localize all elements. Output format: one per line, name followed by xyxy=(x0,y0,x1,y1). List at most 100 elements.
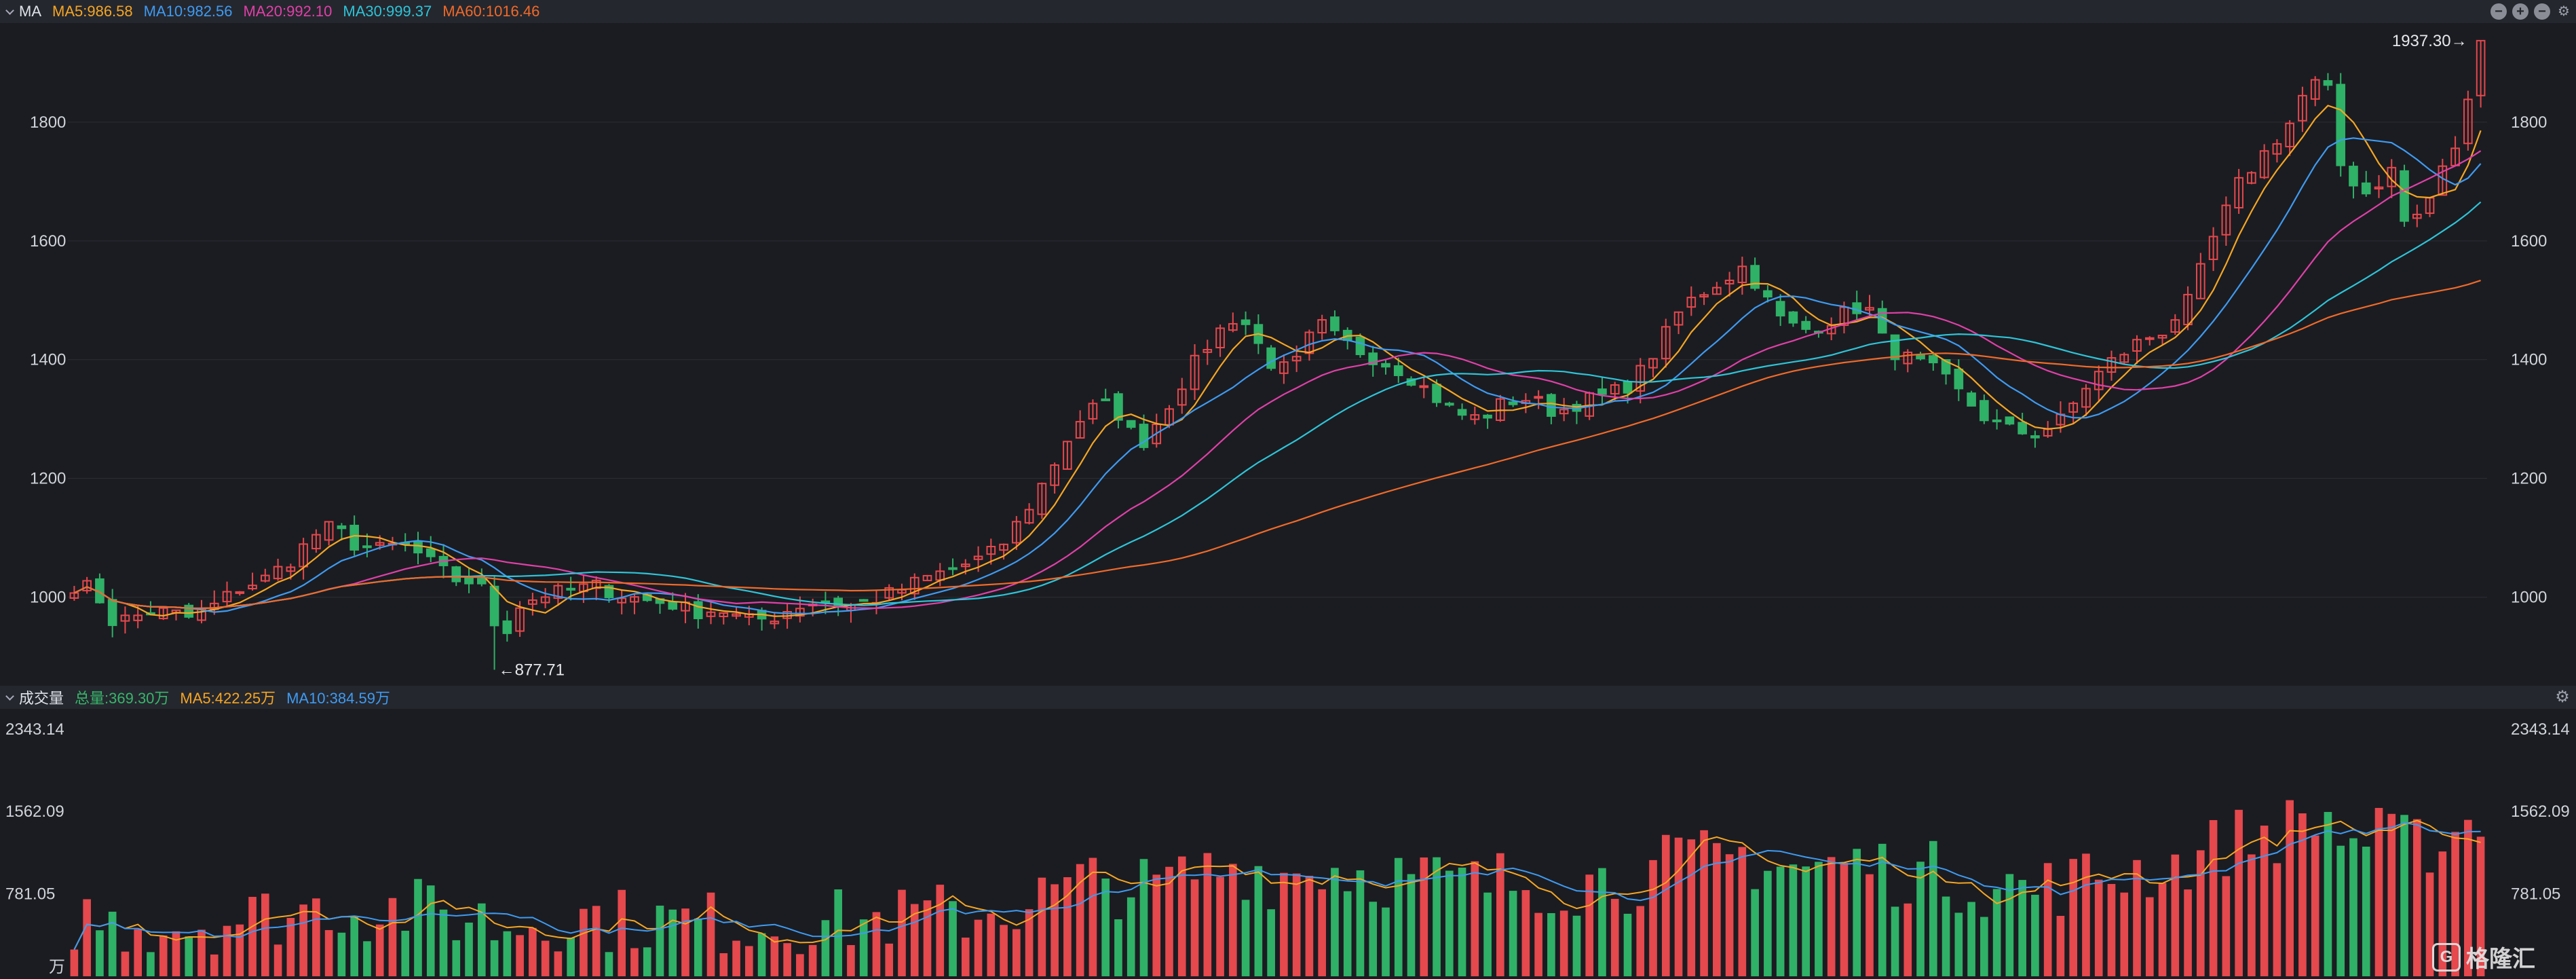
volume-bar xyxy=(1509,891,1517,976)
candle-body xyxy=(2259,150,2269,179)
candle-body xyxy=(960,564,970,568)
gear-icon[interactable]: ⚙ xyxy=(2555,688,2570,706)
volume-bar xyxy=(2451,832,2459,976)
candle-body xyxy=(2170,319,2180,333)
volume-bar xyxy=(1280,872,1288,976)
gear-icon[interactable]: ⚙ xyxy=(2558,4,2570,19)
volume-bar xyxy=(732,940,740,976)
collapse-icon[interactable]: − xyxy=(2534,3,2550,20)
candle-body xyxy=(1661,326,1671,360)
candle-body xyxy=(1648,358,1658,369)
candle-body xyxy=(1075,421,1085,439)
volume-bar xyxy=(1458,867,1466,976)
volume-bar xyxy=(2273,863,2281,976)
candle-body xyxy=(999,543,1008,551)
volume-bars xyxy=(70,800,2485,976)
volume-bar xyxy=(108,911,117,976)
volume-tick-right: 781.05 xyxy=(2511,885,2560,904)
candle-body xyxy=(2361,182,2371,195)
volume-bar xyxy=(1674,837,1683,976)
volume-bar xyxy=(2043,863,2052,976)
volume-bar xyxy=(643,947,651,976)
candle-body xyxy=(1114,393,1123,421)
candle-body xyxy=(2323,80,2333,86)
candle-body xyxy=(1037,483,1047,515)
candle-body xyxy=(489,585,499,627)
price-tick-right: 1800 xyxy=(2511,113,2547,132)
candle-body xyxy=(1470,414,1480,420)
candle-body xyxy=(2018,422,2027,435)
candle-body xyxy=(2400,170,2409,222)
candle-body xyxy=(833,597,843,608)
volume-bar xyxy=(745,946,753,976)
candle-body xyxy=(2463,98,2473,145)
candle-body xyxy=(1508,401,1518,405)
price-axis: 1800 1800 1600 1600 1400 1400 1200 1200 1000 1000 xyxy=(30,113,2547,607)
volume-bar xyxy=(2197,850,2205,976)
candle-body xyxy=(1724,279,1735,284)
volume-bar xyxy=(2031,894,2039,976)
candle-body xyxy=(1865,307,1874,311)
volume-bar xyxy=(961,938,970,976)
candle-body xyxy=(1980,400,1989,422)
candle-body xyxy=(553,585,563,599)
candle-body xyxy=(1547,394,1556,417)
volume-bar xyxy=(1980,917,1988,976)
candle-body xyxy=(2476,39,2486,96)
volume-bar xyxy=(121,951,130,976)
volume-bar xyxy=(2094,879,2103,976)
candle-body xyxy=(476,578,487,585)
ma10-line xyxy=(73,137,2482,614)
candle-body xyxy=(273,566,283,580)
volume-bar xyxy=(554,951,563,976)
volume-bar xyxy=(261,893,269,976)
candle-body xyxy=(2208,236,2218,261)
candle-body xyxy=(540,596,550,604)
candle-body xyxy=(2298,94,2307,122)
volume-bar xyxy=(618,889,626,976)
price-tick-right: 1000 xyxy=(2511,589,2547,607)
candle-body xyxy=(1534,396,1543,399)
candle-body xyxy=(1903,351,1913,365)
candle-body xyxy=(464,576,474,585)
volume-bar xyxy=(1088,857,1097,976)
volume-bar xyxy=(681,908,689,976)
plus-icon[interactable]: + xyxy=(2512,3,2528,20)
candle-body xyxy=(1050,464,1059,486)
volume-bar xyxy=(987,913,996,976)
candle-body xyxy=(133,614,143,621)
volume-bar xyxy=(1305,876,1314,976)
volume-bar xyxy=(1840,863,1849,976)
volume-bar xyxy=(2107,884,2116,976)
candle-body xyxy=(1291,356,1302,362)
minus-icon[interactable]: − xyxy=(2490,3,2507,20)
candle-body xyxy=(1190,354,1200,390)
candle-body xyxy=(2272,143,2282,155)
candle-body xyxy=(1432,384,1441,403)
volume-ma5-line xyxy=(73,819,2481,950)
volume-bar xyxy=(172,931,181,976)
price-tick-left: 1800 xyxy=(30,113,66,132)
volume-bar xyxy=(1559,910,1568,976)
candle-body xyxy=(1419,385,1429,388)
volume-bar xyxy=(1369,902,1378,976)
volume-bar xyxy=(465,922,473,976)
volume-bar xyxy=(1865,874,1874,976)
candle-body xyxy=(515,607,525,632)
volume-bar xyxy=(1598,868,1606,976)
volume-bar xyxy=(185,936,193,976)
candle-body xyxy=(2412,213,2422,219)
candle-body xyxy=(1457,409,1467,416)
candle-body xyxy=(858,599,869,602)
volume-bar xyxy=(1521,890,1530,976)
candle-body xyxy=(1483,414,1492,419)
volume-bar xyxy=(1942,896,1950,976)
ma20-label: MA20:992.10 xyxy=(243,3,333,20)
ma5-label: MA5:986.58 xyxy=(52,3,133,20)
volume-bar xyxy=(1012,929,1021,976)
candle-body xyxy=(2234,177,2243,208)
volume-bar xyxy=(910,904,919,976)
volume-bar xyxy=(1177,856,1186,976)
candle-body xyxy=(1928,355,1938,364)
